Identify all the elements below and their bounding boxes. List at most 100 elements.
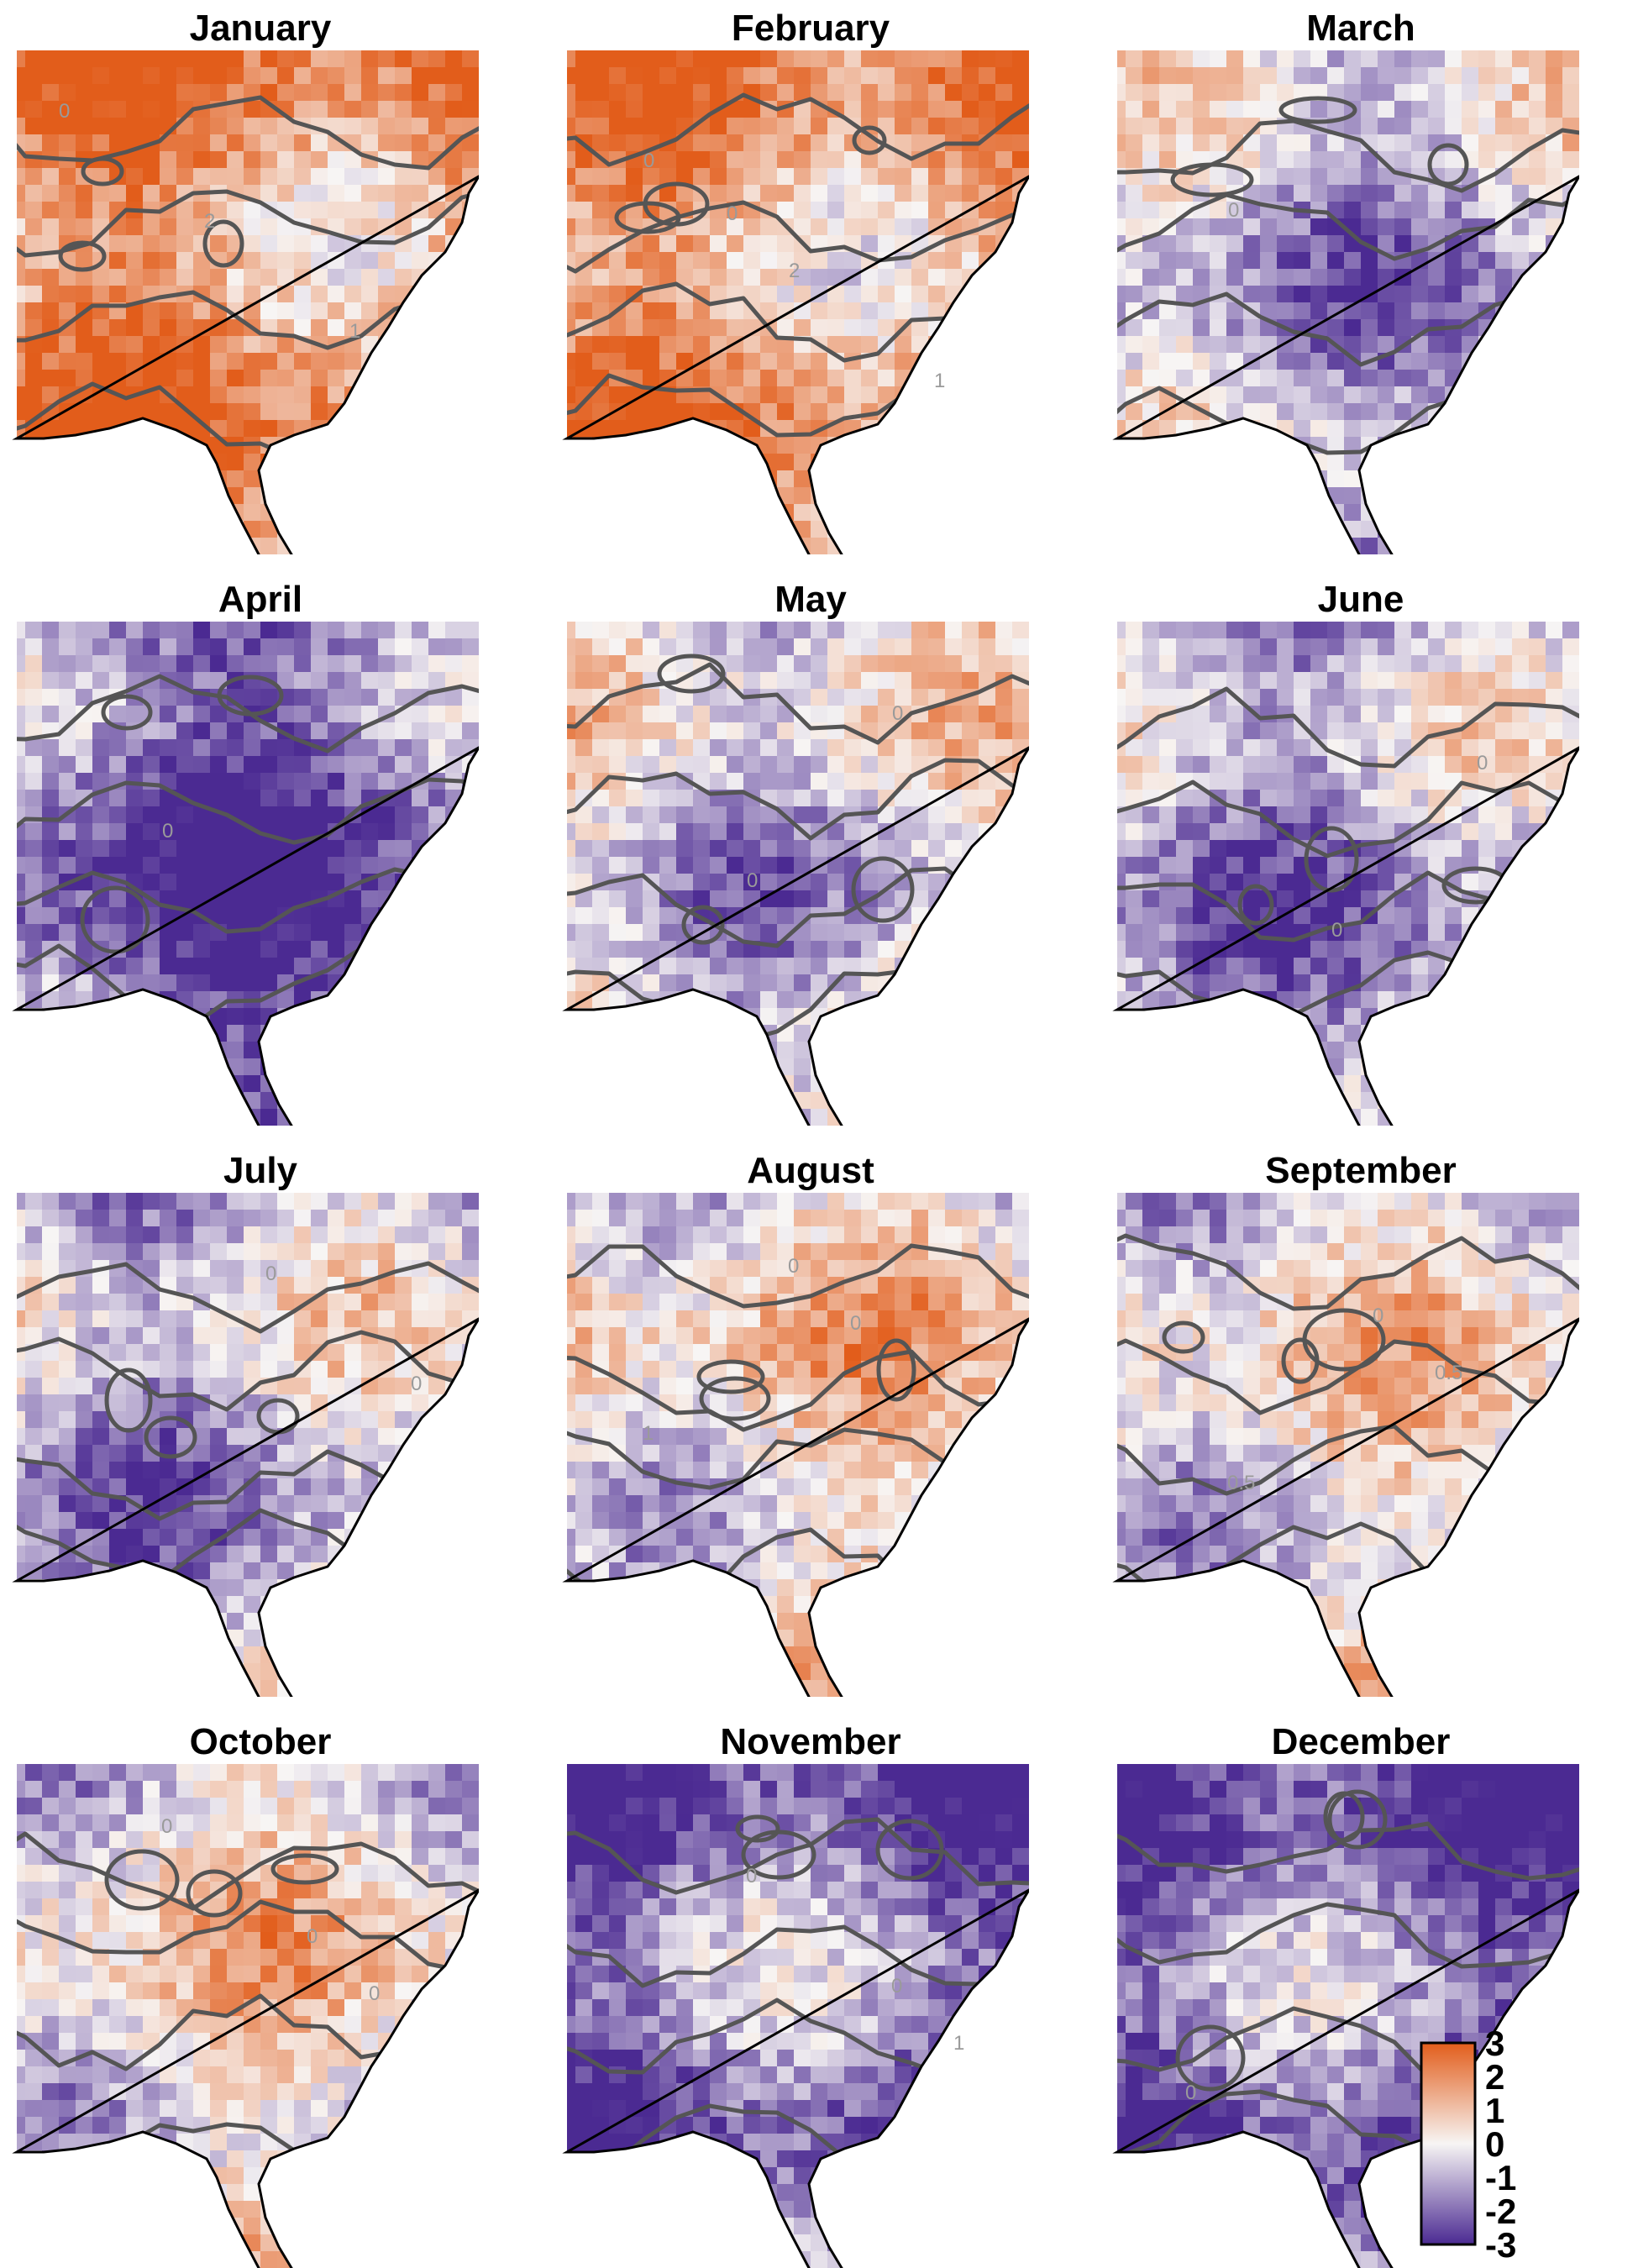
contour-ring	[699, 1376, 771, 1421]
contour-ring	[851, 856, 915, 923]
map-october: 0 0 0	[12, 1764, 479, 2268]
map-september: 0.5 0.5 0	[1112, 1193, 1579, 1697]
contour-ring	[876, 1338, 916, 1402]
contour-ring	[875, 1819, 944, 1881]
contour-ring	[186, 1869, 243, 1918]
panel-title-october: October	[189, 1721, 332, 1762]
map-march: 0	[1112, 50, 1579, 554]
coastline	[12, 175, 479, 554]
colorbar-tick-label: 1	[1485, 2091, 1505, 2130]
contour-label: 0	[1228, 199, 1239, 222]
contour-label: 1	[934, 370, 945, 392]
contour-label: 0	[1477, 752, 1488, 774]
contour-label: 1	[953, 2032, 964, 2055]
contour-ring	[1175, 2024, 1246, 2092]
contour-ring	[614, 201, 681, 234]
contour-line	[17, 186, 479, 258]
contour-ring	[1304, 826, 1359, 893]
panel-title-june: June	[1317, 579, 1404, 620]
panel-title-february: February	[731, 8, 890, 49]
anomaly-field	[17, 622, 479, 1126]
contour-label: 0	[1185, 2082, 1196, 2104]
colorbar-tick-label: 0	[1485, 2124, 1505, 2164]
contour-label: 0.5	[1227, 1472, 1255, 1494]
colorbar-tick-label: -1	[1485, 2158, 1517, 2197]
coastline	[12, 1317, 479, 1697]
colorbar-tick-label: 3	[1485, 2024, 1505, 2063]
contour-ring	[104, 1368, 153, 1433]
contour-label: 0	[727, 202, 738, 225]
map-november: 1 0 0	[562, 1764, 1029, 2268]
panel-title-july: July	[223, 1150, 298, 1191]
contour-ring	[1427, 143, 1469, 186]
contour-label: 0	[850, 1312, 861, 1335]
contour-ring	[735, 1814, 780, 1843]
contour-ring	[741, 1830, 816, 1880]
colorbar-legend	[1420, 2041, 1477, 2246]
contour-ring	[270, 1853, 339, 1885]
panel-title-december: December	[1271, 1721, 1451, 1762]
contour-ring	[1278, 96, 1357, 124]
colorbar-tick-label: 2	[1485, 2057, 1505, 2097]
contour-label: 1	[643, 1422, 654, 1445]
contour-line	[17, 1899, 479, 1973]
contour-line	[17, 1831, 479, 1911]
map-january: 0 2 1	[12, 50, 479, 554]
contour-line	[1117, 1233, 1579, 1311]
anomaly-field	[1117, 622, 1579, 1126]
contour-line	[567, 758, 1029, 841]
contour-line	[1117, 1902, 1579, 1969]
panel-title-november: November	[720, 1721, 901, 1762]
map-may: 00	[562, 622, 1029, 1126]
coastline	[12, 746, 479, 1126]
contour-line	[1117, 686, 1579, 769]
coastline	[1112, 1888, 1579, 2268]
contour-ring	[1327, 1789, 1388, 1850]
map-april: 0	[12, 622, 479, 1126]
contour-ring	[681, 905, 725, 945]
contour-ring	[104, 1849, 180, 1911]
contour-ring	[80, 885, 150, 954]
coastline	[562, 1317, 1029, 1697]
map-july: 00	[12, 1193, 479, 1697]
contour-label: 1	[349, 320, 360, 343]
anomaly-field	[17, 50, 479, 554]
coastline	[12, 1888, 479, 2268]
contour-ring	[1302, 1308, 1386, 1372]
contour-ring	[81, 156, 124, 186]
contour-label: 0	[891, 1975, 902, 1998]
coastline	[1112, 175, 1579, 554]
contour-label: 0	[643, 150, 654, 172]
contour-ring	[1170, 162, 1254, 197]
contour-ring	[657, 654, 726, 694]
contour-ring	[696, 1359, 765, 1394]
contour-line	[567, 200, 1029, 274]
colorbar	[1420, 2041, 1477, 2246]
contour-ring	[144, 1415, 197, 1459]
colorbar-tick-label: -2	[1485, 2192, 1517, 2231]
contour-ring	[852, 125, 887, 155]
anomaly-field	[17, 1764, 479, 2268]
contour-label: 0	[369, 1982, 380, 2005]
map-august: 0 1 0	[562, 1193, 1029, 1697]
contour-label: 0.5	[1435, 1362, 1462, 1384]
coastline	[562, 1888, 1029, 2268]
anomaly-field	[1117, 1193, 1579, 1697]
contour-line	[17, 95, 479, 171]
coastline	[562, 175, 1029, 554]
contour-line	[567, 1817, 1029, 1895]
contour-label: 0	[746, 1865, 757, 1887]
contour-label: 0	[747, 869, 758, 892]
contour-label: 0	[265, 1263, 276, 1285]
coastline	[1112, 746, 1579, 1126]
panel-title-january: January	[189, 8, 332, 49]
contour-label: 0	[1331, 919, 1342, 942]
contour-ring	[217, 675, 284, 717]
coastline	[562, 746, 1029, 1126]
contour-line	[567, 1349, 1029, 1432]
contour-ring	[1162, 1320, 1205, 1354]
contour-label: 0	[59, 100, 70, 123]
contour-line	[567, 92, 1029, 167]
panel-title-march: March	[1306, 8, 1415, 49]
